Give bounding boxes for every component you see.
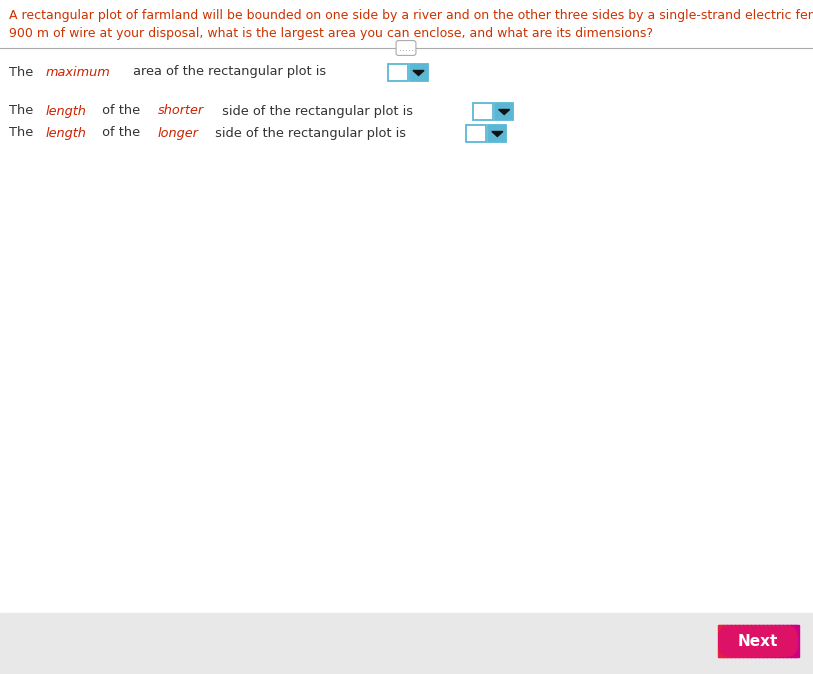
Bar: [724, 625, 727, 657]
Text: The: The: [9, 104, 37, 117]
Text: area of the rectangular plot is: area of the rectangular plot is: [129, 65, 326, 78]
Bar: [745, 625, 746, 657]
Bar: [772, 625, 773, 657]
Bar: [780, 625, 782, 657]
Bar: [753, 625, 754, 657]
Bar: [786, 625, 788, 657]
Bar: [794, 625, 796, 657]
FancyBboxPatch shape: [388, 63, 407, 80]
Bar: [768, 625, 771, 657]
Text: Next: Next: [738, 634, 778, 648]
Bar: [728, 625, 729, 657]
Bar: [795, 625, 798, 657]
Bar: [772, 625, 775, 657]
Bar: [784, 625, 785, 657]
FancyBboxPatch shape: [410, 63, 428, 80]
Bar: [759, 625, 761, 657]
Text: The: The: [9, 65, 37, 78]
Bar: [787, 625, 789, 657]
Polygon shape: [498, 109, 510, 115]
Bar: [776, 625, 779, 657]
Text: The: The: [9, 127, 37, 140]
Bar: [754, 625, 756, 657]
Bar: [755, 625, 757, 657]
Bar: [734, 625, 736, 657]
Bar: [778, 625, 780, 657]
Bar: [767, 625, 769, 657]
Text: side of the rectangular plot is: side of the rectangular plot is: [211, 127, 406, 140]
Text: of the: of the: [98, 104, 145, 117]
Bar: [776, 625, 777, 657]
Bar: [732, 625, 733, 657]
Text: 900 m of wire at your disposal, what is the largest area you can enclose, and wh: 900 m of wire at your disposal, what is …: [9, 27, 653, 40]
Bar: [746, 625, 748, 657]
Bar: [718, 625, 720, 657]
Bar: [733, 625, 734, 657]
Bar: [758, 625, 760, 657]
Bar: [782, 625, 784, 657]
Bar: [751, 625, 753, 657]
Bar: [741, 625, 742, 657]
Bar: [738, 625, 740, 657]
Bar: [761, 625, 763, 657]
Bar: [791, 625, 793, 657]
Bar: [770, 625, 772, 657]
Bar: [757, 625, 759, 657]
Text: length: length: [46, 127, 86, 140]
Bar: [720, 625, 721, 657]
Text: shorter: shorter: [158, 104, 204, 117]
Text: maximum: maximum: [46, 65, 111, 78]
Bar: [747, 625, 749, 657]
Bar: [785, 625, 786, 657]
Bar: [720, 625, 723, 657]
FancyBboxPatch shape: [718, 625, 798, 657]
Bar: [793, 625, 794, 657]
FancyBboxPatch shape: [495, 102, 513, 119]
Bar: [766, 625, 767, 657]
Bar: [728, 625, 731, 657]
Bar: [722, 625, 724, 657]
Bar: [735, 625, 737, 657]
Bar: [730, 625, 732, 657]
Bar: [780, 625, 781, 657]
Bar: [739, 625, 741, 657]
FancyBboxPatch shape: [489, 125, 506, 142]
Text: of the: of the: [98, 127, 145, 140]
Bar: [742, 625, 744, 657]
Bar: [737, 625, 738, 657]
Bar: [797, 625, 798, 657]
Bar: [774, 625, 776, 657]
Text: longer: longer: [158, 127, 199, 140]
Bar: [749, 625, 750, 657]
Bar: [724, 625, 725, 657]
Text: .....: .....: [398, 43, 414, 53]
Bar: [0, 613, 813, 674]
Text: A rectangular plot of farmland will be bounded on one side by a river and on the: A rectangular plot of farmland will be b…: [9, 9, 813, 22]
Bar: [765, 625, 767, 657]
Bar: [750, 625, 752, 657]
Bar: [743, 625, 746, 657]
FancyBboxPatch shape: [473, 102, 493, 119]
Text: side of the rectangular plot is: side of the rectangular plot is: [218, 104, 412, 117]
Polygon shape: [492, 131, 503, 137]
FancyBboxPatch shape: [467, 125, 486, 142]
Bar: [790, 625, 792, 657]
Bar: [763, 625, 765, 657]
Text: length: length: [46, 104, 86, 117]
Polygon shape: [413, 71, 424, 75]
Bar: [726, 625, 728, 657]
Bar: [762, 625, 764, 657]
Bar: [789, 625, 790, 657]
